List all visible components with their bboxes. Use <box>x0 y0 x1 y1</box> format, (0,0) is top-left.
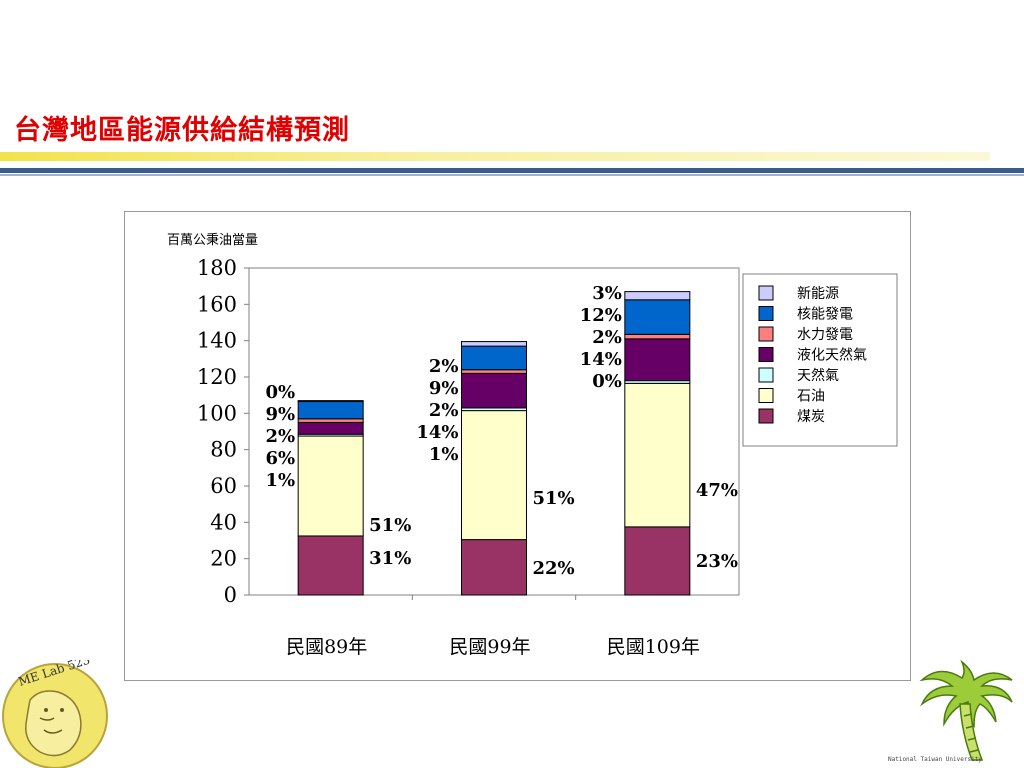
data-label: 14% <box>416 422 458 443</box>
bar-segment <box>297 400 364 403</box>
title-underline-blue-light <box>0 174 1024 176</box>
legend-label: 液化天然氣 <box>797 347 867 364</box>
data-label: 51% <box>533 488 575 509</box>
legend-swatch <box>758 408 774 424</box>
data-label: 23% <box>696 551 738 572</box>
y-tick-label: 80 <box>210 438 237 462</box>
legend-swatch <box>758 367 774 383</box>
y-tick-label: 180 <box>197 256 237 280</box>
data-label: 14% <box>580 349 622 370</box>
data-label: 51% <box>369 515 411 536</box>
legend-label: 天然氣 <box>797 367 839 384</box>
data-label: 1% <box>266 470 296 491</box>
bar-segment <box>624 526 691 596</box>
data-label: 9% <box>429 378 459 399</box>
legend-swatch <box>758 388 774 403</box>
y-tick-label: 0 <box>224 583 237 607</box>
x-tick-label: 民國109年 <box>607 636 700 658</box>
y-tick-label: 40 <box>210 510 237 534</box>
data-label: 31% <box>369 548 411 569</box>
bar-segment <box>461 345 527 371</box>
data-label: 22% <box>533 558 575 579</box>
palm-tree-logo <box>919 659 1013 761</box>
data-label: 6% <box>266 448 296 469</box>
bar-segment <box>624 382 691 528</box>
data-label: 2% <box>592 327 622 348</box>
data-label: 9% <box>266 404 296 425</box>
y-tick-label: 140 <box>197 329 237 353</box>
bar-segment <box>297 421 364 435</box>
legend-label: 水力發電 <box>797 327 853 343</box>
y-tick-label: 20 <box>210 547 237 571</box>
bar-segment <box>624 291 691 301</box>
legend-swatch <box>758 285 774 301</box>
data-label: 0% <box>266 382 296 403</box>
bar-segment <box>297 535 364 596</box>
legend-swatch <box>758 347 774 362</box>
bar-segment <box>297 435 364 537</box>
bar-segment <box>461 341 527 347</box>
university-footer-text: National Taiwan University <box>888 756 982 763</box>
energy-supply-chart: 百萬公秉油當量 0 20 40 60 80 100 120 140 160 180 民國89年 民國99… <box>167 232 898 658</box>
data-label: 2% <box>266 426 296 447</box>
slide-title: 台灣地區能源供給結構預測 <box>14 115 350 146</box>
chart-frame: 百萬公秉油當量 0 20 40 60 80 100 120 140 160 180 民國89年 民國99… <box>124 211 911 681</box>
data-label: 3% <box>592 283 622 304</box>
bar-segment <box>461 539 527 596</box>
bar-segment <box>297 401 364 420</box>
y-axis-label: 百萬公秉油當量 <box>167 232 258 248</box>
legend-label: 核能發電 <box>797 307 853 323</box>
legend-label: 煤炭 <box>797 409 825 425</box>
data-label: 12% <box>580 305 622 326</box>
legend-swatch <box>758 306 774 321</box>
x-tick-label: 民國89年 <box>286 636 367 658</box>
y-tick-label: 100 <box>197 401 237 425</box>
y-tick-label: 60 <box>210 474 237 498</box>
data-label: 2% <box>429 356 459 377</box>
data-label: 2% <box>429 400 459 421</box>
bar-segment <box>461 410 527 541</box>
bar-segment <box>461 372 527 409</box>
me-lab-logo: ME Lab 523 <box>2 660 108 768</box>
y-tick-label: 120 <box>197 365 237 389</box>
data-label: 47% <box>696 480 738 501</box>
legend-label: 石油 <box>797 389 825 405</box>
title-underline-blue <box>0 168 1024 173</box>
y-tick-label: 160 <box>197 292 237 316</box>
bar-segment <box>624 338 691 382</box>
bar-segment <box>624 299 691 335</box>
legend-swatch <box>758 326 774 342</box>
bar-segment <box>461 369 527 374</box>
bar-segment <box>624 333 691 340</box>
legend-label: 新能源 <box>797 286 839 302</box>
data-label: 1% <box>429 444 459 465</box>
data-label: 0% <box>592 371 622 392</box>
x-tick-label: 民國99年 <box>449 636 530 658</box>
bar-segment <box>297 418 364 423</box>
title-underline-yellow <box>0 152 990 161</box>
